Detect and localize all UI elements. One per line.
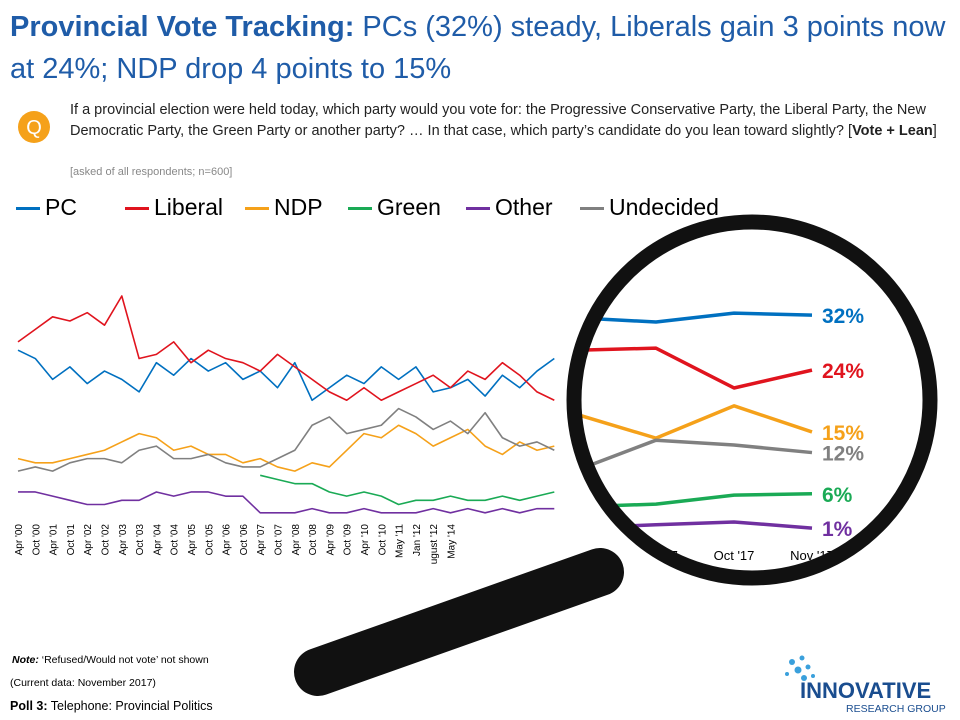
- series-line: [17, 407, 555, 472]
- series-line: [580, 346, 813, 390]
- x-tick-label: May '14: [447, 524, 458, 559]
- x-tick-label: Apr '00: [14, 524, 25, 556]
- magnifier-ring: [566, 214, 938, 586]
- x-tick-label: Apr '10: [360, 524, 371, 556]
- legend-label: Green: [377, 194, 441, 220]
- series-line: [580, 438, 813, 472]
- logo-sub: RESEARCH GROUP: [846, 703, 946, 715]
- legend-label: Liberal: [154, 194, 224, 220]
- x-tick-label: May '11: [395, 524, 406, 558]
- value-label: 32%: [822, 305, 864, 328]
- x-tick-label: Oct '08: [308, 524, 319, 556]
- value-label: 15%: [822, 422, 864, 445]
- legend-label: NDP: [274, 194, 323, 220]
- legend-swatch: [466, 207, 490, 211]
- magnifier-handle: [294, 548, 624, 696]
- x-tick-label: Oct '10: [377, 524, 388, 556]
- series-line: [17, 349, 555, 402]
- legend-label: Undecided: [609, 194, 719, 220]
- current-data: (Current data: November 2017): [10, 677, 156, 689]
- legend-item: Green: [348, 194, 441, 221]
- legend-swatch: [348, 207, 372, 211]
- value-label: 24%: [822, 360, 864, 383]
- title: Provincial Vote Tracking: PCs (32%) stea…: [10, 6, 950, 90]
- x-tick-label: ugust '12: [429, 524, 440, 565]
- series-line: [580, 404, 813, 440]
- x-tick-label: Oct '17: [714, 548, 755, 563]
- main-chart: Apr '00 Oct '00 Apr '01 Oct '01 Apr '02 Oct '…: [14, 295, 555, 565]
- legend-swatch: [125, 207, 149, 211]
- note: Note: ‘Refused/Would not vote’ not shown: [12, 654, 209, 666]
- x-tick-label: Oct '03: [135, 524, 146, 556]
- x-tick-label: Apr '09: [325, 524, 336, 556]
- series-line: [17, 424, 555, 472]
- x-tick-label: Apr '03: [118, 524, 129, 556]
- series-line: [260, 474, 555, 506]
- x-tick-label: Oct '06: [239, 524, 250, 556]
- x-tick-label: Oct '02: [101, 524, 112, 556]
- question-icon-letter: Q: [26, 117, 42, 139]
- legend-item: Undecided: [580, 194, 719, 221]
- legend-label: Other: [495, 194, 553, 220]
- title-rest: PCs (32%) steady, Liberals gain 3 points…: [10, 11, 946, 85]
- sample: [asked of all respondents; n=600]: [70, 166, 233, 178]
- question: If a provincial election were held today…: [70, 100, 950, 142]
- title-bold: Provincial Vote Tracking:: [10, 11, 355, 43]
- question-end: ]: [932, 123, 937, 139]
- note-text: ‘Refused/Would not vote’ not shown: [38, 654, 209, 666]
- x-tick-label: Oct '01: [66, 524, 77, 556]
- series-line: [18, 491, 555, 514]
- legend-item: Other: [466, 194, 553, 221]
- legend-item: NDP: [245, 194, 323, 221]
- legend-swatch: [245, 207, 269, 211]
- x-tick-label: Oct '07: [274, 524, 285, 556]
- value-label: 12%: [822, 443, 864, 466]
- x-tick-label: Oct '05: [204, 524, 215, 556]
- x-tick-label: Apr '06: [222, 524, 233, 556]
- series-line: [17, 295, 555, 402]
- poll-bold: Poll 3:: [10, 699, 48, 713]
- legend: PC Liberal NDP Green Other Undecided: [0, 194, 960, 228]
- x-tick-label: Apr '02: [83, 524, 94, 556]
- value-label: 6%: [822, 484, 853, 507]
- logo-name: INNOVATIVE: [800, 678, 931, 703]
- lens: [580, 228, 924, 572]
- x-tick-label: Jan '12: [412, 524, 423, 556]
- legend-item: Liberal: [125, 194, 223, 221]
- x-tick-label: Apr '07: [256, 524, 267, 556]
- legend-swatch: [16, 207, 40, 211]
- note-bold: Note:: [12, 654, 39, 666]
- value-label: 1%: [822, 518, 853, 541]
- legend-item: PC: [16, 194, 77, 221]
- x-tick-label: Apr '04: [152, 524, 163, 556]
- question-icon: [18, 111, 50, 143]
- legend-label: PC: [45, 194, 77, 220]
- logo-dots: [785, 655, 815, 681]
- x-tick-label: Oct '00: [31, 524, 42, 556]
- x-tick-label: Oct '04: [170, 524, 181, 556]
- poll-text: Telephone: Provincial Politics: [47, 699, 213, 713]
- x-tick-label: Apr '05: [187, 524, 198, 556]
- question-bold: Vote + Lean: [852, 123, 933, 139]
- x-tick-label: Apr '01: [49, 524, 60, 556]
- x-tick-label: Apr '08: [291, 524, 302, 556]
- poll: Poll 3: Telephone: Provincial Politics: [10, 699, 213, 713]
- legend-swatch: [580, 207, 604, 211]
- x-tick-label: Oct '09: [343, 524, 354, 556]
- series-line: [580, 311, 813, 324]
- question-text: If a provincial election were held today…: [70, 102, 926, 139]
